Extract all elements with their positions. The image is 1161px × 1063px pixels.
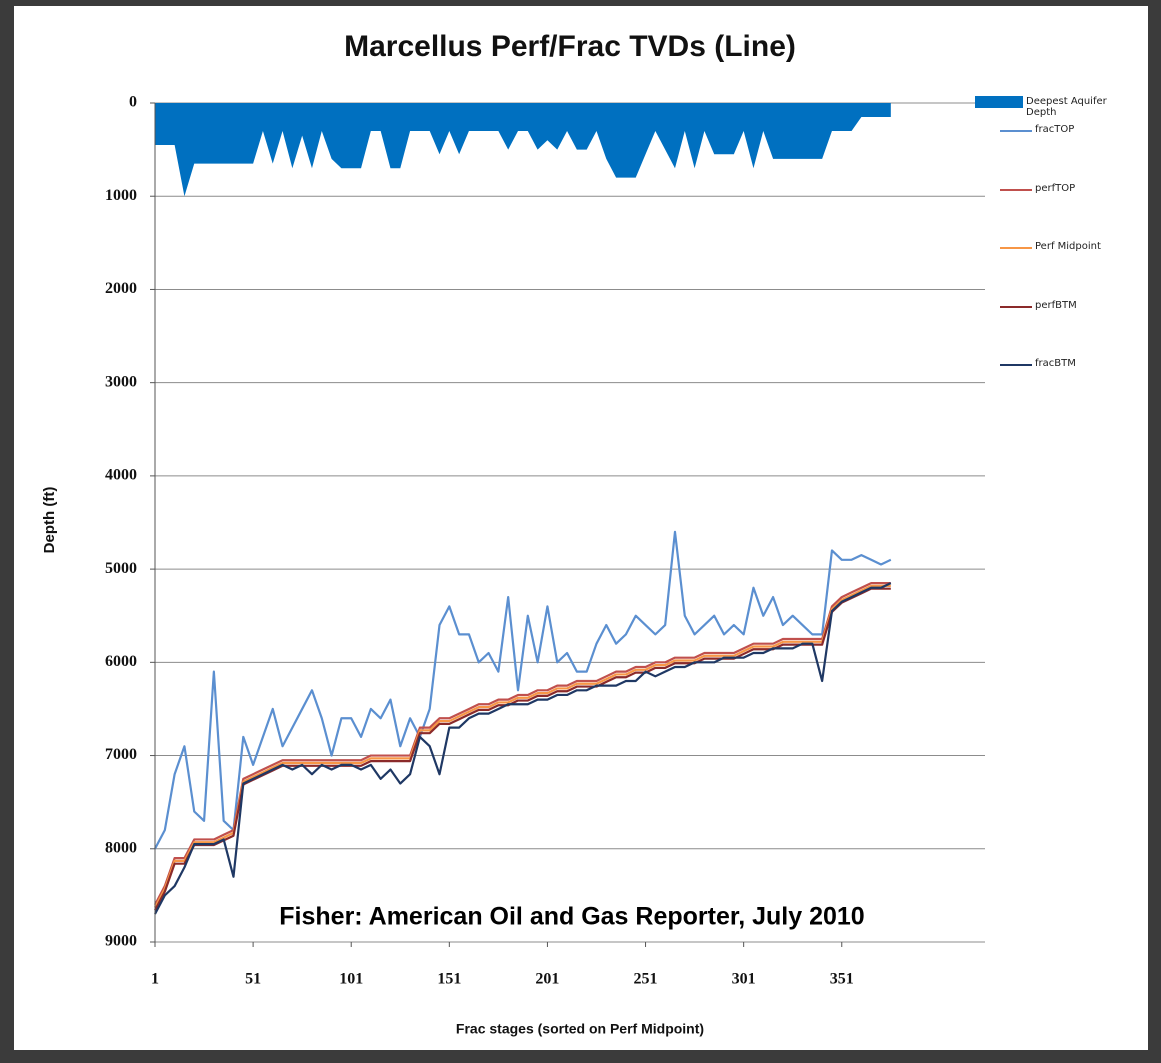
y-tick-label: 3000: [105, 373, 137, 390]
legend-swatch: [1000, 188, 1032, 191]
y-tick-label: 7000: [105, 746, 137, 763]
y-tick-label: 8000: [105, 839, 137, 856]
x-tick-label: 351: [830, 971, 854, 988]
y-tick-label: 1000: [105, 187, 137, 204]
line: [154, 582, 892, 915]
legend-item: fracBTM: [1000, 358, 1076, 369]
y-tick-label: 4000: [105, 467, 137, 484]
legend-label: perfTOP: [1035, 182, 1076, 194]
x-tick-label: 301: [732, 971, 756, 988]
legend-swatch: [975, 96, 1023, 108]
legend-swatch: [1000, 247, 1032, 249]
legend-label: perfBTM: [1035, 299, 1077, 311]
area: [155, 103, 891, 197]
legend-item: Deepest Aquifer Depth: [975, 96, 1116, 118]
legend-item: perfTOP: [1000, 183, 1075, 194]
x-tick-label: 151: [437, 971, 461, 988]
y-axis-label: Depth (ft): [41, 487, 58, 554]
line: [154, 581, 891, 906]
x-tick-label: 51: [245, 971, 261, 988]
x-tick-label: 201: [535, 971, 559, 988]
chart-background: [14, 6, 1148, 1050]
y-tick-label: 9000: [105, 933, 137, 950]
legend-item: perfBTM: [1000, 300, 1077, 311]
legend-item: fracTOP: [1000, 124, 1074, 135]
legend-item: Perf Midpoint: [1000, 241, 1101, 252]
x-axis-label: Frac stages (sorted on Perf Midpoint): [456, 1021, 704, 1037]
legend-swatch: [1000, 130, 1032, 132]
y-tick-label: 2000: [105, 280, 137, 297]
legend-label: Deepest Aquifer Depth: [1026, 96, 1107, 118]
x-tick-label: 1: [151, 971, 159, 988]
y-tick-label: 6000: [105, 653, 137, 670]
line: [154, 584, 891, 909]
legend-label: fracTOP: [1035, 124, 1075, 135]
legend-swatch: [1000, 364, 1032, 366]
chart-title: Marcellus Perf/Frac TVDs (Line): [344, 30, 796, 63]
x-tick-label: 101: [339, 971, 363, 988]
y-tick-label: 5000: [105, 560, 137, 577]
annotation: Fisher: American Oil and Gas Reporter, J…: [279, 903, 864, 931]
x-tick-label: 251: [634, 971, 658, 988]
legend-label: Perf Midpoint: [1035, 241, 1101, 252]
legend-label: fracBTM: [1035, 358, 1076, 369]
legend-swatch: [1000, 305, 1032, 308]
y-tick-label: 0: [129, 94, 137, 111]
line: [154, 530, 892, 850]
